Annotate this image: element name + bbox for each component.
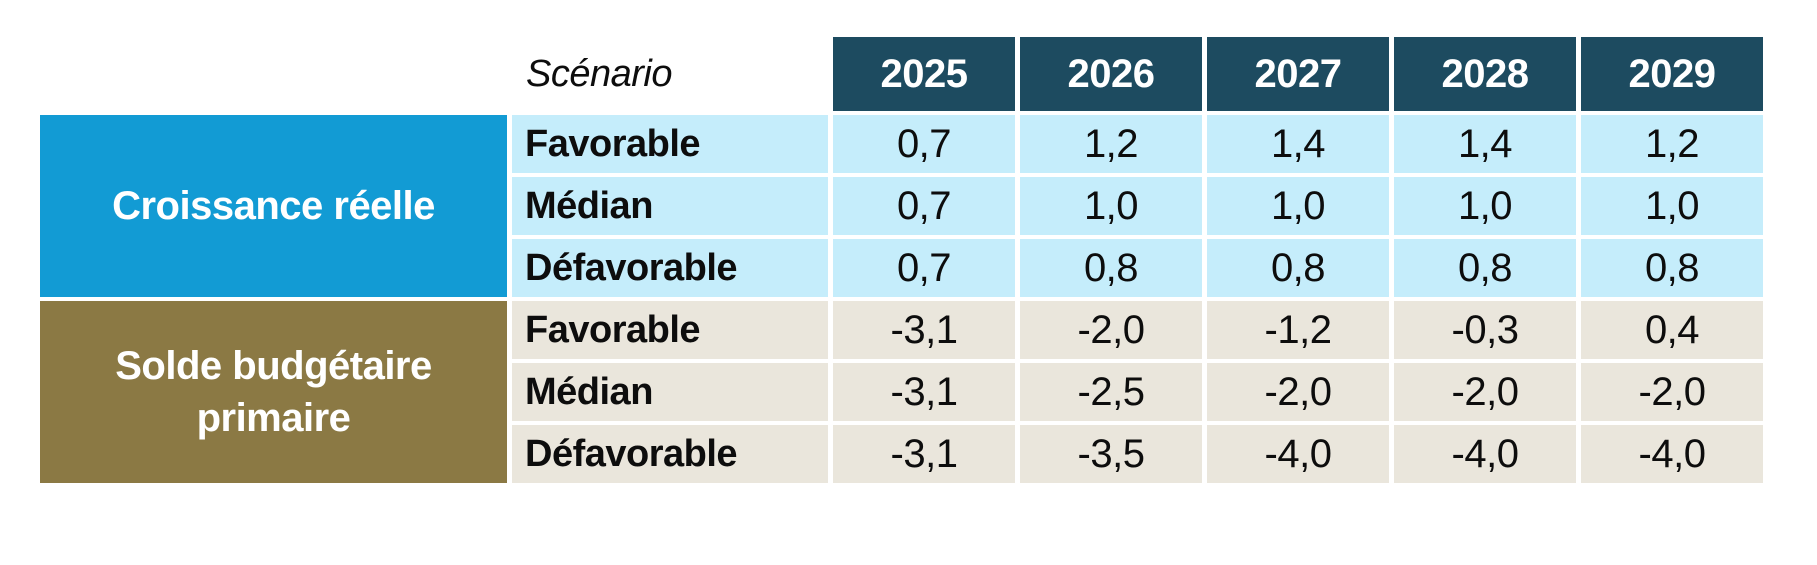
scenario-cell: Médian xyxy=(512,177,828,235)
corner-cell xyxy=(40,37,507,111)
value-cell: -0,3 xyxy=(1394,301,1576,359)
scenario-cell: Favorable xyxy=(512,115,828,173)
value-cell: 0,8 xyxy=(1394,239,1576,297)
value-cell: -3,1 xyxy=(833,425,1015,483)
value-cell: 0,8 xyxy=(1581,239,1763,297)
scenario-column-header: Scénario xyxy=(526,52,672,95)
scenario-table: Scénario 2025 2026 2027 2028 2029 Croiss… xyxy=(40,37,1763,483)
scenario-cell: Défavorable xyxy=(512,239,828,297)
value-cell: -2,5 xyxy=(1020,363,1202,421)
year-header: 2029 xyxy=(1581,37,1763,111)
value-cell: -3,1 xyxy=(833,301,1015,359)
value-cell: 1,0 xyxy=(1207,177,1389,235)
group-label-croissance-reelle: Croissance réelle xyxy=(40,115,507,297)
value-cell: 1,2 xyxy=(1581,115,1763,173)
value-cell: 0,7 xyxy=(833,177,1015,235)
value-cell: -4,0 xyxy=(1207,425,1389,483)
value-cell: 1,0 xyxy=(1581,177,1763,235)
value-cell: -4,0 xyxy=(1394,425,1576,483)
year-header: 2025 xyxy=(833,37,1015,111)
year-header: 2026 xyxy=(1020,37,1202,111)
scenario-cell: Défavorable xyxy=(512,425,828,483)
value-cell: -2,0 xyxy=(1581,363,1763,421)
value-cell: 1,0 xyxy=(1394,177,1576,235)
value-cell: 1,2 xyxy=(1020,115,1202,173)
year-header: 2028 xyxy=(1394,37,1576,111)
value-cell: -2,0 xyxy=(1207,363,1389,421)
value-cell: -2,0 xyxy=(1020,301,1202,359)
year-header: 2027 xyxy=(1207,37,1389,111)
value-cell: 0,7 xyxy=(833,115,1015,173)
scenario-cell: Favorable xyxy=(512,301,828,359)
value-cell: -3,5 xyxy=(1020,425,1202,483)
value-cell: 0,7 xyxy=(833,239,1015,297)
value-cell: -1,2 xyxy=(1207,301,1389,359)
scenario-cell: Médian xyxy=(512,363,828,421)
value-cell: 0,8 xyxy=(1020,239,1202,297)
value-cell: 1,0 xyxy=(1020,177,1202,235)
value-cell: -2,0 xyxy=(1394,363,1576,421)
value-cell: 1,4 xyxy=(1394,115,1576,173)
value-cell: -4,0 xyxy=(1581,425,1763,483)
value-cell: 0,4 xyxy=(1581,301,1763,359)
group-label-solde-budgetaire-primaire: Solde budgétaire primaire xyxy=(40,301,507,483)
value-cell: -3,1 xyxy=(833,363,1015,421)
value-cell: 1,4 xyxy=(1207,115,1389,173)
value-cell: 0,8 xyxy=(1207,239,1389,297)
